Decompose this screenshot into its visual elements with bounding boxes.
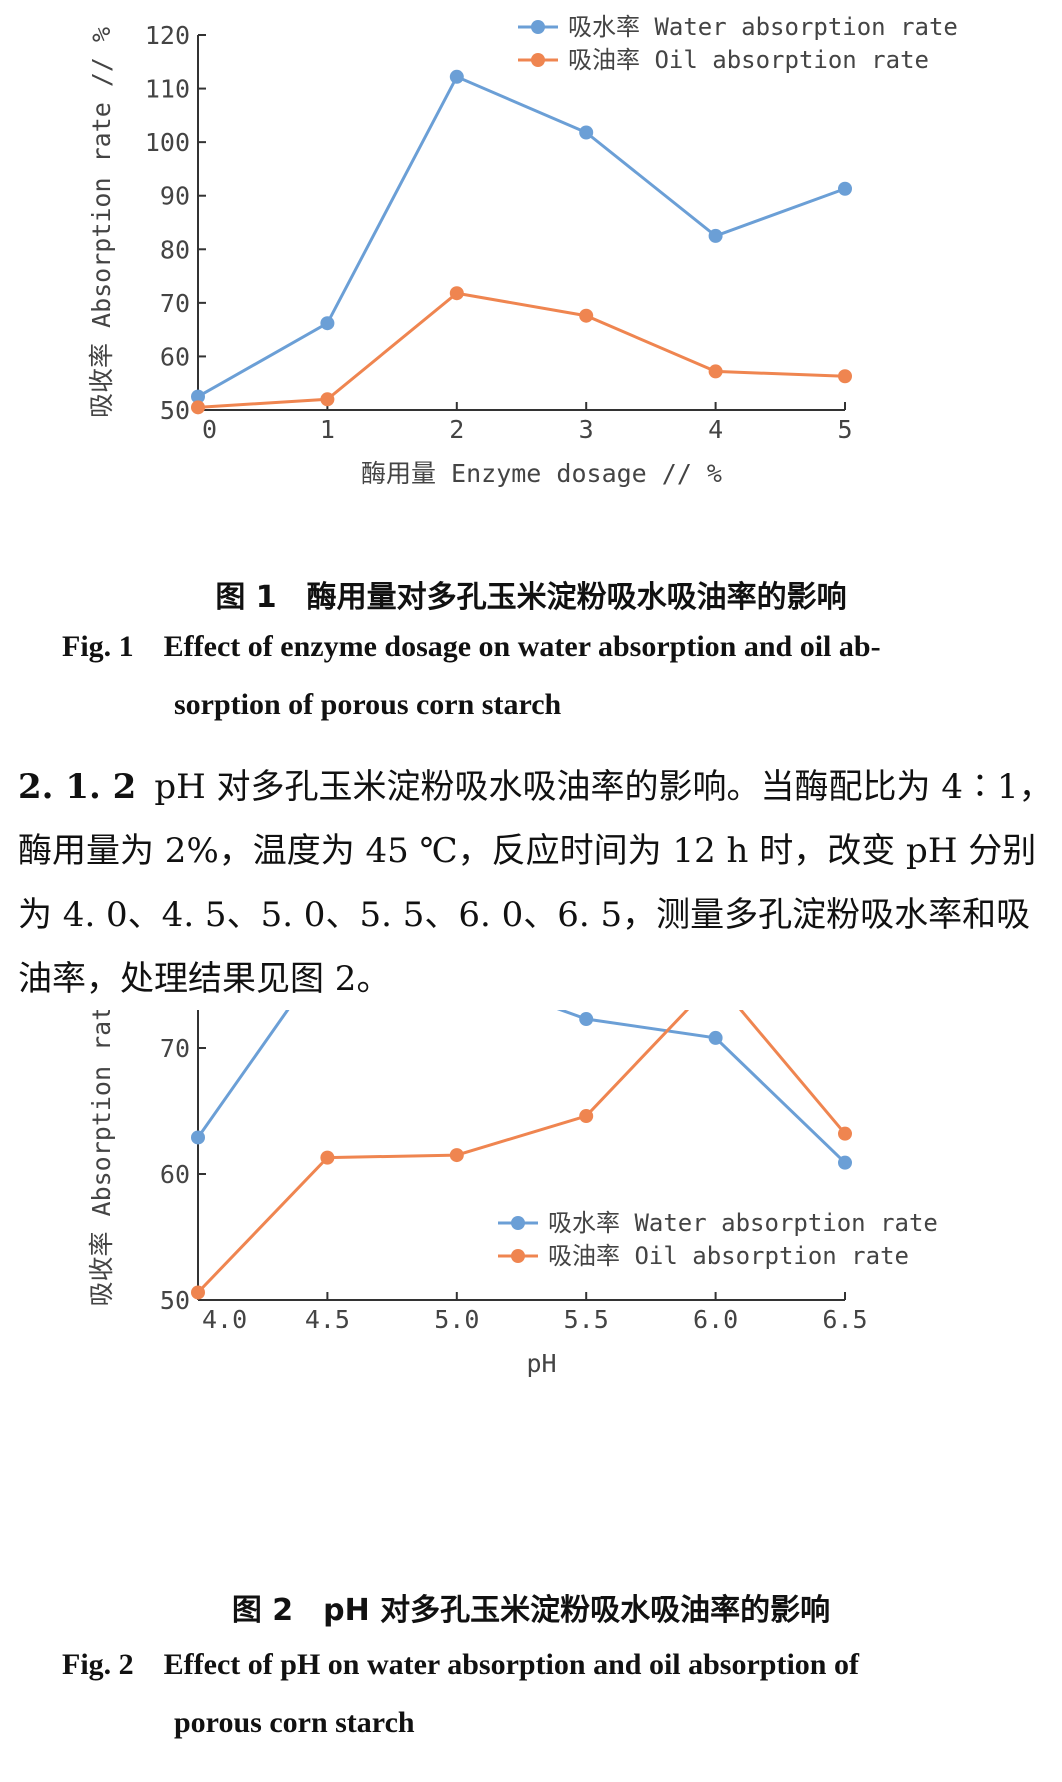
y-axis-title: 吸收率 Absorption rate // % [87,27,116,418]
data-point-water [449,69,464,84]
section-paragraph: 2. 1. 2 pH 对多孔玉米淀粉吸水吸油率的影响。当酶配比为 4∶1，酶用量为… [18,755,1053,1011]
figure-2-caption-en: Fig. 2 Effect of pH on water absorption … [62,1636,997,1752]
x-tick-label: 4.0 [202,1305,247,1334]
x-tick-label: 2 [449,415,464,444]
data-point-water [579,1012,594,1027]
x-tick-label: 0 [202,415,217,444]
legend-label-oil: 吸油率 Oil absorption rate [548,1242,909,1270]
x-tick-label: 1 [320,415,335,444]
x-tick-label: 6.0 [693,1305,738,1334]
data-point-water [191,1130,205,1145]
legend-label-water: 吸水率 Water absorption rate [568,13,958,41]
y-tick-label: 70 [160,289,190,318]
y-tick-label: 100 [145,128,190,157]
y-tick-label: 50 [160,1286,190,1315]
legend-marker-oil [511,1249,525,1263]
data-point-oil [320,392,335,407]
y-tick-label: 60 [160,342,190,371]
section-text: pH 对多孔玉米淀粉吸水吸油率的影响。当酶配比为 4∶1，酶用量为 2%，温度为… [18,767,1053,999]
figure-2-caption-en-line2: porous corn starch [174,1706,415,1739]
x-axis-title: pH [526,1349,556,1378]
figure-2-caption-en-line1: Fig. 2 Effect of pH on water absorption … [62,1648,859,1681]
figure-1-chart: 50 60 70 80 90 100 110 120 0 1 2 3 4 5 酶用量 Enzyme dosa… [40,0,1005,555]
data-point-water [708,1030,723,1045]
x-tick-label: 5 [837,415,852,444]
x-tick-label: 5.0 [434,1305,479,1334]
chart-1-svg: 50 60 70 80 90 100 110 120 0 1 2 3 4 5 酶用量 Enzyme dosa… [87,13,958,488]
x-tick-label: 4.5 [305,1305,350,1334]
data-point-oil [320,1150,335,1165]
legend-marker-oil [531,53,545,67]
x-tick-label: 5.5 [564,1305,609,1334]
data-point-oil [449,1148,464,1163]
data-point-oil [579,308,594,323]
legend-marker-water [511,1216,525,1230]
data-point-oil [191,400,205,415]
x-axis-title: 酶用量 Enzyme dosage // % [361,459,722,488]
figure-1-caption-cn: 图 1 酶用量对多孔玉米淀粉吸水吸油率的影响 [215,580,847,615]
legend-label-oil: 吸油率 Oil absorption rate [568,46,929,74]
data-point-water [838,1155,852,1170]
data-point-oil [708,364,723,379]
x-tick-label: 6.5 [822,1305,867,1334]
series-line-water [196,1010,847,1164]
data-point-water [320,316,335,331]
section-number: 2. 1. 2 [18,767,137,807]
y-tick-label: 90 [160,182,190,211]
data-point-water [191,389,205,404]
x-tick-label: 3 [579,415,594,444]
y-tick-label: 80 [160,235,190,264]
series-line-water [197,74,846,398]
figure-1-caption-en-line2: sorption of porous corn starch [174,688,562,721]
data-point-water [579,125,594,140]
y-tick-label: 110 [145,75,190,104]
y-tick-label: 50 [160,396,190,425]
data-point-oil [191,1285,205,1300]
legend-label-water: 吸水率 Water absorption rate [548,1209,938,1237]
data-point-water [838,181,852,196]
figure-1-caption-en-line1: Fig. 1 Effect of enzyme dosage on water … [62,630,881,663]
y-axis-title: 吸收率 Absorption rate // % [87,1010,116,1307]
figure-1-caption-en: Fig. 1 Effect of enzyme dosage on water … [62,618,997,734]
data-point-oil [449,286,464,301]
series-line-oil [196,1010,847,1294]
x-tick-label: 4 [708,415,723,444]
legend-marker-water [531,20,545,34]
series-line-oil [197,291,846,409]
y-tick-label: 70 [160,1034,190,1063]
y-tick-label: 60 [160,1160,190,1189]
data-point-oil [838,369,852,384]
y-tick-label: 120 [145,21,190,50]
data-point-oil [579,1109,594,1124]
figure-2-caption-cn: 图 2 pH 对多孔玉米淀粉吸水吸油率的影响 [231,1593,831,1628]
data-point-water [708,228,723,243]
data-point-oil [838,1126,852,1141]
